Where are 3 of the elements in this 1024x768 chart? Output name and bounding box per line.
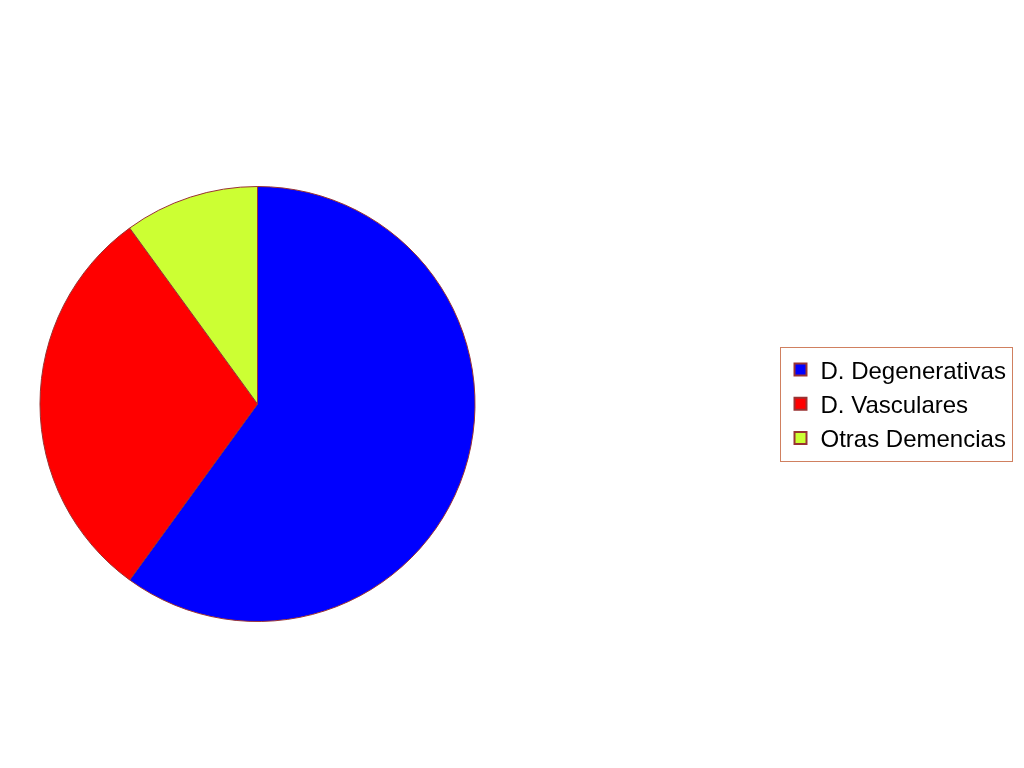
legend-label: D. Degenerativas — [820, 356, 1006, 384]
legend-label: Otras Demencias — [820, 425, 1006, 453]
legend-label: D. Vasculares — [820, 391, 969, 419]
